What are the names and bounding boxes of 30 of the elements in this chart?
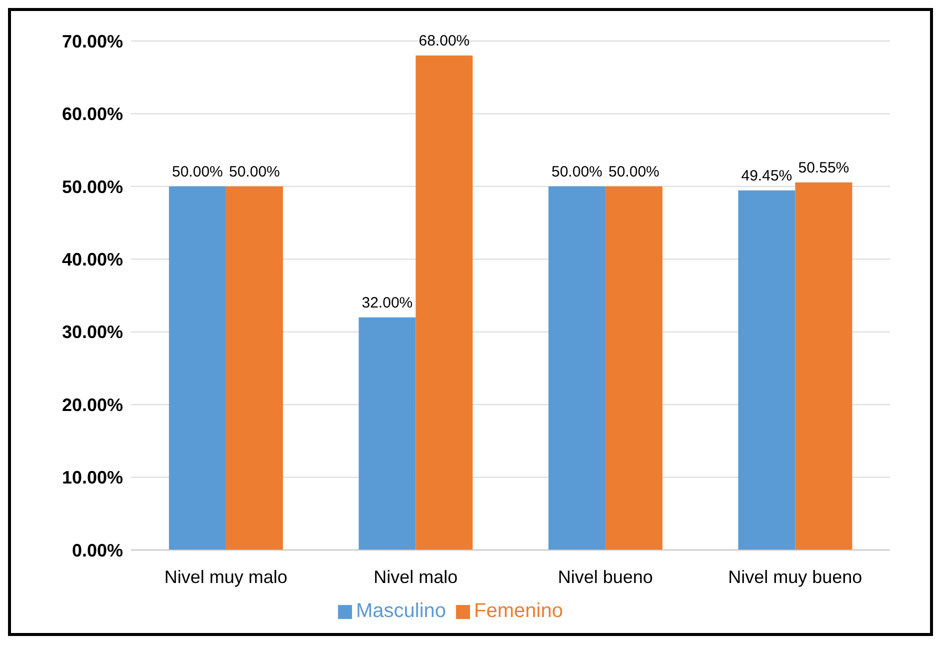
x-tick-label: Nivel muy malo bbox=[164, 566, 288, 587]
bar bbox=[548, 186, 606, 550]
bar bbox=[168, 186, 226, 550]
bar bbox=[358, 317, 416, 550]
data-label: 50.00% bbox=[608, 163, 660, 180]
y-tick-label: 70.00% bbox=[62, 31, 123, 52]
y-tick-label: 10.00% bbox=[62, 468, 123, 488]
y-tick-label: 40.00% bbox=[62, 250, 123, 270]
bar bbox=[416, 56, 473, 550]
y-tick-label: 60.00% bbox=[62, 104, 123, 124]
y-tick-label: 0.00% bbox=[72, 540, 123, 560]
x-tick-label: Nivel bueno bbox=[558, 566, 653, 587]
data-label: 50.55% bbox=[798, 159, 850, 176]
bar bbox=[226, 186, 283, 550]
y-tick-label: 30.00% bbox=[62, 322, 123, 342]
data-label: 32.00% bbox=[362, 294, 413, 312]
bar bbox=[795, 182, 852, 550]
data-label: 49.45% bbox=[741, 167, 792, 184]
x-tick-label: Nivel muy bueno bbox=[728, 566, 862, 587]
legend-label: Masculino bbox=[356, 600, 446, 622]
data-label: 50.00% bbox=[172, 163, 223, 180]
data-label: 50.00% bbox=[552, 163, 602, 180]
data-label: 50.00% bbox=[229, 163, 280, 180]
bar bbox=[738, 190, 796, 550]
bar bbox=[605, 186, 662, 550]
data-label: 68.00% bbox=[418, 32, 470, 50]
y-tick-label: 50.00% bbox=[62, 176, 123, 197]
legend-label: Femenino bbox=[474, 600, 563, 622]
x-tick-label: Nivel malo bbox=[374, 566, 458, 587]
y-tick-label: 20.00% bbox=[62, 394, 123, 415]
